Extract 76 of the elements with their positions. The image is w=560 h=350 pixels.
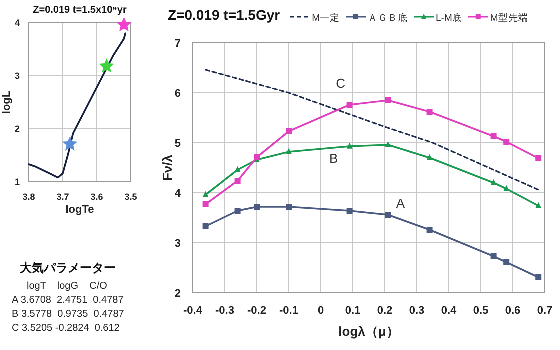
x-tick-label: 3.5 bbox=[124, 192, 138, 202]
x-tick-label: 3.8 bbox=[22, 192, 36, 202]
point bbox=[116, 17, 132, 32]
point bbox=[426, 109, 433, 115]
x-tick-label: 0.3 bbox=[409, 305, 425, 317]
y-tick-label: 1 bbox=[14, 177, 20, 188]
line-series bbox=[205, 69, 540, 191]
y-tick-label: 3 bbox=[14, 71, 20, 82]
text: C 3.5205 -0.2824 0.612 bbox=[12, 323, 120, 334]
y-tick-label: 4 bbox=[174, 188, 182, 200]
point bbox=[286, 148, 292, 154]
legend-label: M一定 bbox=[312, 12, 340, 24]
point bbox=[536, 156, 542, 162]
point bbox=[202, 224, 209, 230]
chart-title: Z=0.019 t=1.5Gyr bbox=[168, 7, 281, 23]
y-tick-label: 4 bbox=[14, 18, 20, 28]
legend-label: M型先端 bbox=[490, 12, 528, 24]
chart-title: Z=0.019 t=1.5x10⁹yr bbox=[33, 5, 127, 16]
point bbox=[286, 128, 292, 134]
x-tick-label: 0.1 bbox=[345, 305, 361, 317]
y-tick-label: 5 bbox=[174, 138, 181, 150]
x-tick-label: 0.2 bbox=[377, 305, 393, 317]
point bbox=[202, 191, 209, 198]
x-tick-label: -0.4 bbox=[184, 305, 204, 317]
point bbox=[286, 204, 292, 210]
line-series bbox=[28, 32, 126, 179]
x-tick-label: 0.4 bbox=[441, 305, 458, 317]
x-axis-title: logTe bbox=[66, 204, 94, 216]
x-tick-label: -0.1 bbox=[280, 305, 298, 317]
annotation: A bbox=[396, 196, 406, 211]
y-tick-label: 3 bbox=[174, 238, 181, 250]
x-tick-label: 0 bbox=[318, 305, 324, 317]
point bbox=[202, 202, 209, 208]
point bbox=[346, 208, 353, 214]
point bbox=[504, 260, 510, 266]
y-axis-title: Fν/λ bbox=[160, 154, 175, 182]
x-tick-label: 0.7 bbox=[537, 305, 553, 317]
y-axis-title: logL bbox=[1, 90, 13, 114]
point bbox=[234, 208, 241, 214]
text: A 3.6708 2.4751 0.4787 bbox=[12, 295, 124, 306]
y-tick-label: 2 bbox=[174, 288, 181, 300]
x-tick-label: 3.7 bbox=[56, 192, 70, 202]
annotation: C bbox=[336, 76, 346, 91]
point bbox=[346, 102, 353, 108]
point bbox=[385, 141, 392, 148]
annotation: B bbox=[329, 151, 338, 166]
x-tick-label: -0.2 bbox=[248, 305, 266, 317]
point bbox=[490, 179, 497, 186]
point bbox=[385, 212, 392, 218]
point bbox=[536, 202, 542, 208]
y-tick-label: 7 bbox=[174, 38, 181, 50]
point bbox=[536, 274, 542, 280]
point bbox=[504, 139, 510, 145]
x-tick-label: 0.6 bbox=[505, 305, 521, 317]
x-tick-label: -0.3 bbox=[216, 305, 234, 317]
legend-label: ＡＧＢ底 bbox=[368, 12, 408, 24]
point bbox=[490, 134, 497, 140]
point bbox=[234, 178, 241, 184]
point bbox=[62, 136, 78, 151]
text: logT logG C/O bbox=[27, 281, 108, 292]
text: 大気パラメーター bbox=[20, 261, 116, 275]
point bbox=[99, 58, 114, 73]
x-tick-label: 0.5 bbox=[473, 305, 489, 317]
x-axis-title: logλ（μ） bbox=[338, 324, 400, 339]
point bbox=[504, 185, 510, 192]
y-tick-label: 2 bbox=[14, 124, 20, 134]
point bbox=[426, 227, 433, 233]
point bbox=[254, 204, 260, 210]
point bbox=[346, 142, 353, 149]
x-tick-label: 3.6 bbox=[90, 192, 104, 202]
text: B 3.5778 0.9735 0.4787 bbox=[12, 309, 125, 320]
y-tick-label: 6 bbox=[174, 88, 181, 100]
point bbox=[385, 98, 392, 104]
point bbox=[426, 154, 433, 160]
point bbox=[490, 254, 497, 260]
legend-label: L-M底 bbox=[436, 12, 462, 24]
